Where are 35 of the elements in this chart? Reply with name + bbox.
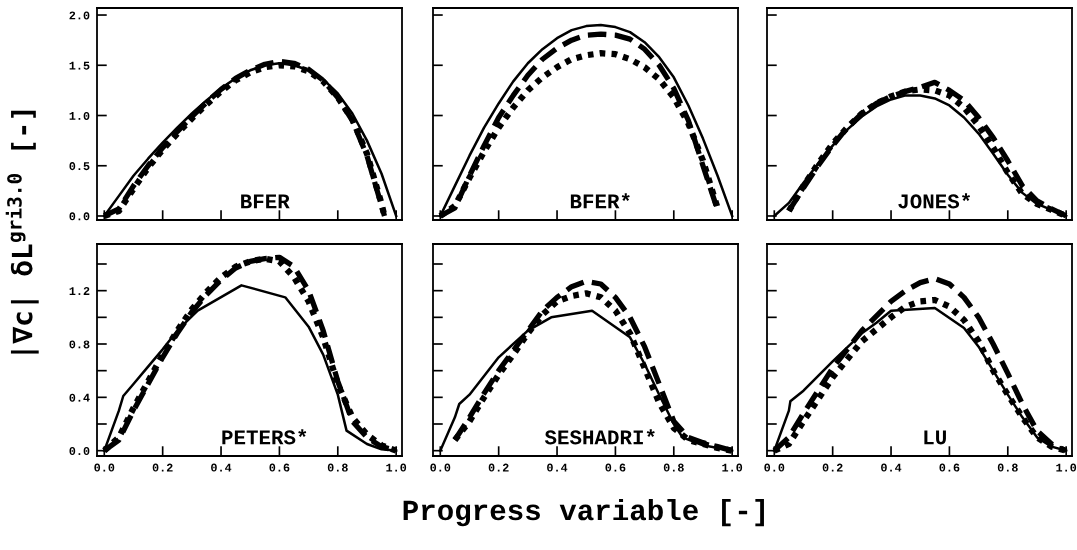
x-tick-label: 0.2	[152, 463, 173, 472]
text: LU	[924, 430, 946, 445]
y-tick-label: 0.8	[69, 340, 90, 349]
text: |∇c| δL$^{gri3.0}$ [-]	[5, 110, 39, 354]
x-tick-label: 0.2	[822, 463, 843, 472]
x-tick-label: 0.0	[430, 463, 451, 472]
y-tick-label: 2.0	[69, 11, 90, 20]
x-tick-label: 1.0	[722, 463, 743, 472]
text: PETERS*	[222, 429, 307, 445]
x-tick-label: 0.8	[663, 463, 684, 472]
x-tick-label: 0.6	[939, 463, 960, 472]
x-tick-label: 0.4	[211, 463, 232, 472]
text: JONES*	[898, 193, 971, 209]
x-tick-label: 1.0	[386, 463, 407, 472]
x-axis-title: Progress variable [-]	[403, 498, 764, 527]
text: BFER	[241, 194, 290, 209]
x-tick-label: 0.6	[605, 463, 626, 472]
x-tick-label: 0.4	[881, 463, 902, 472]
x-tick-label: 1.0	[1056, 463, 1077, 472]
x-tick-label: 0.0	[94, 463, 115, 472]
x-tick-label: 0.0	[764, 463, 785, 472]
text: SESHADRI*	[544, 429, 655, 445]
x-tick-label: 0.8	[997, 463, 1018, 472]
x-tick-label: 0.8	[327, 463, 348, 472]
x-tick-label: 0.6	[269, 463, 290, 472]
y-tick-label: 0.4	[69, 393, 90, 402]
y-tick-label: 0.0	[69, 212, 90, 221]
y-tick-label: 0.0	[69, 447, 90, 456]
x-tick-label: 0.4	[547, 463, 568, 472]
y-tick-label: 0.5	[69, 162, 90, 171]
y-tick-label: 1.5	[69, 61, 90, 70]
y-tick-label: 1.0	[69, 111, 90, 120]
x-tick-label: 0.2	[488, 463, 509, 472]
text: BFER*	[570, 193, 630, 209]
y-tick-label: 1.2	[69, 287, 90, 295]
